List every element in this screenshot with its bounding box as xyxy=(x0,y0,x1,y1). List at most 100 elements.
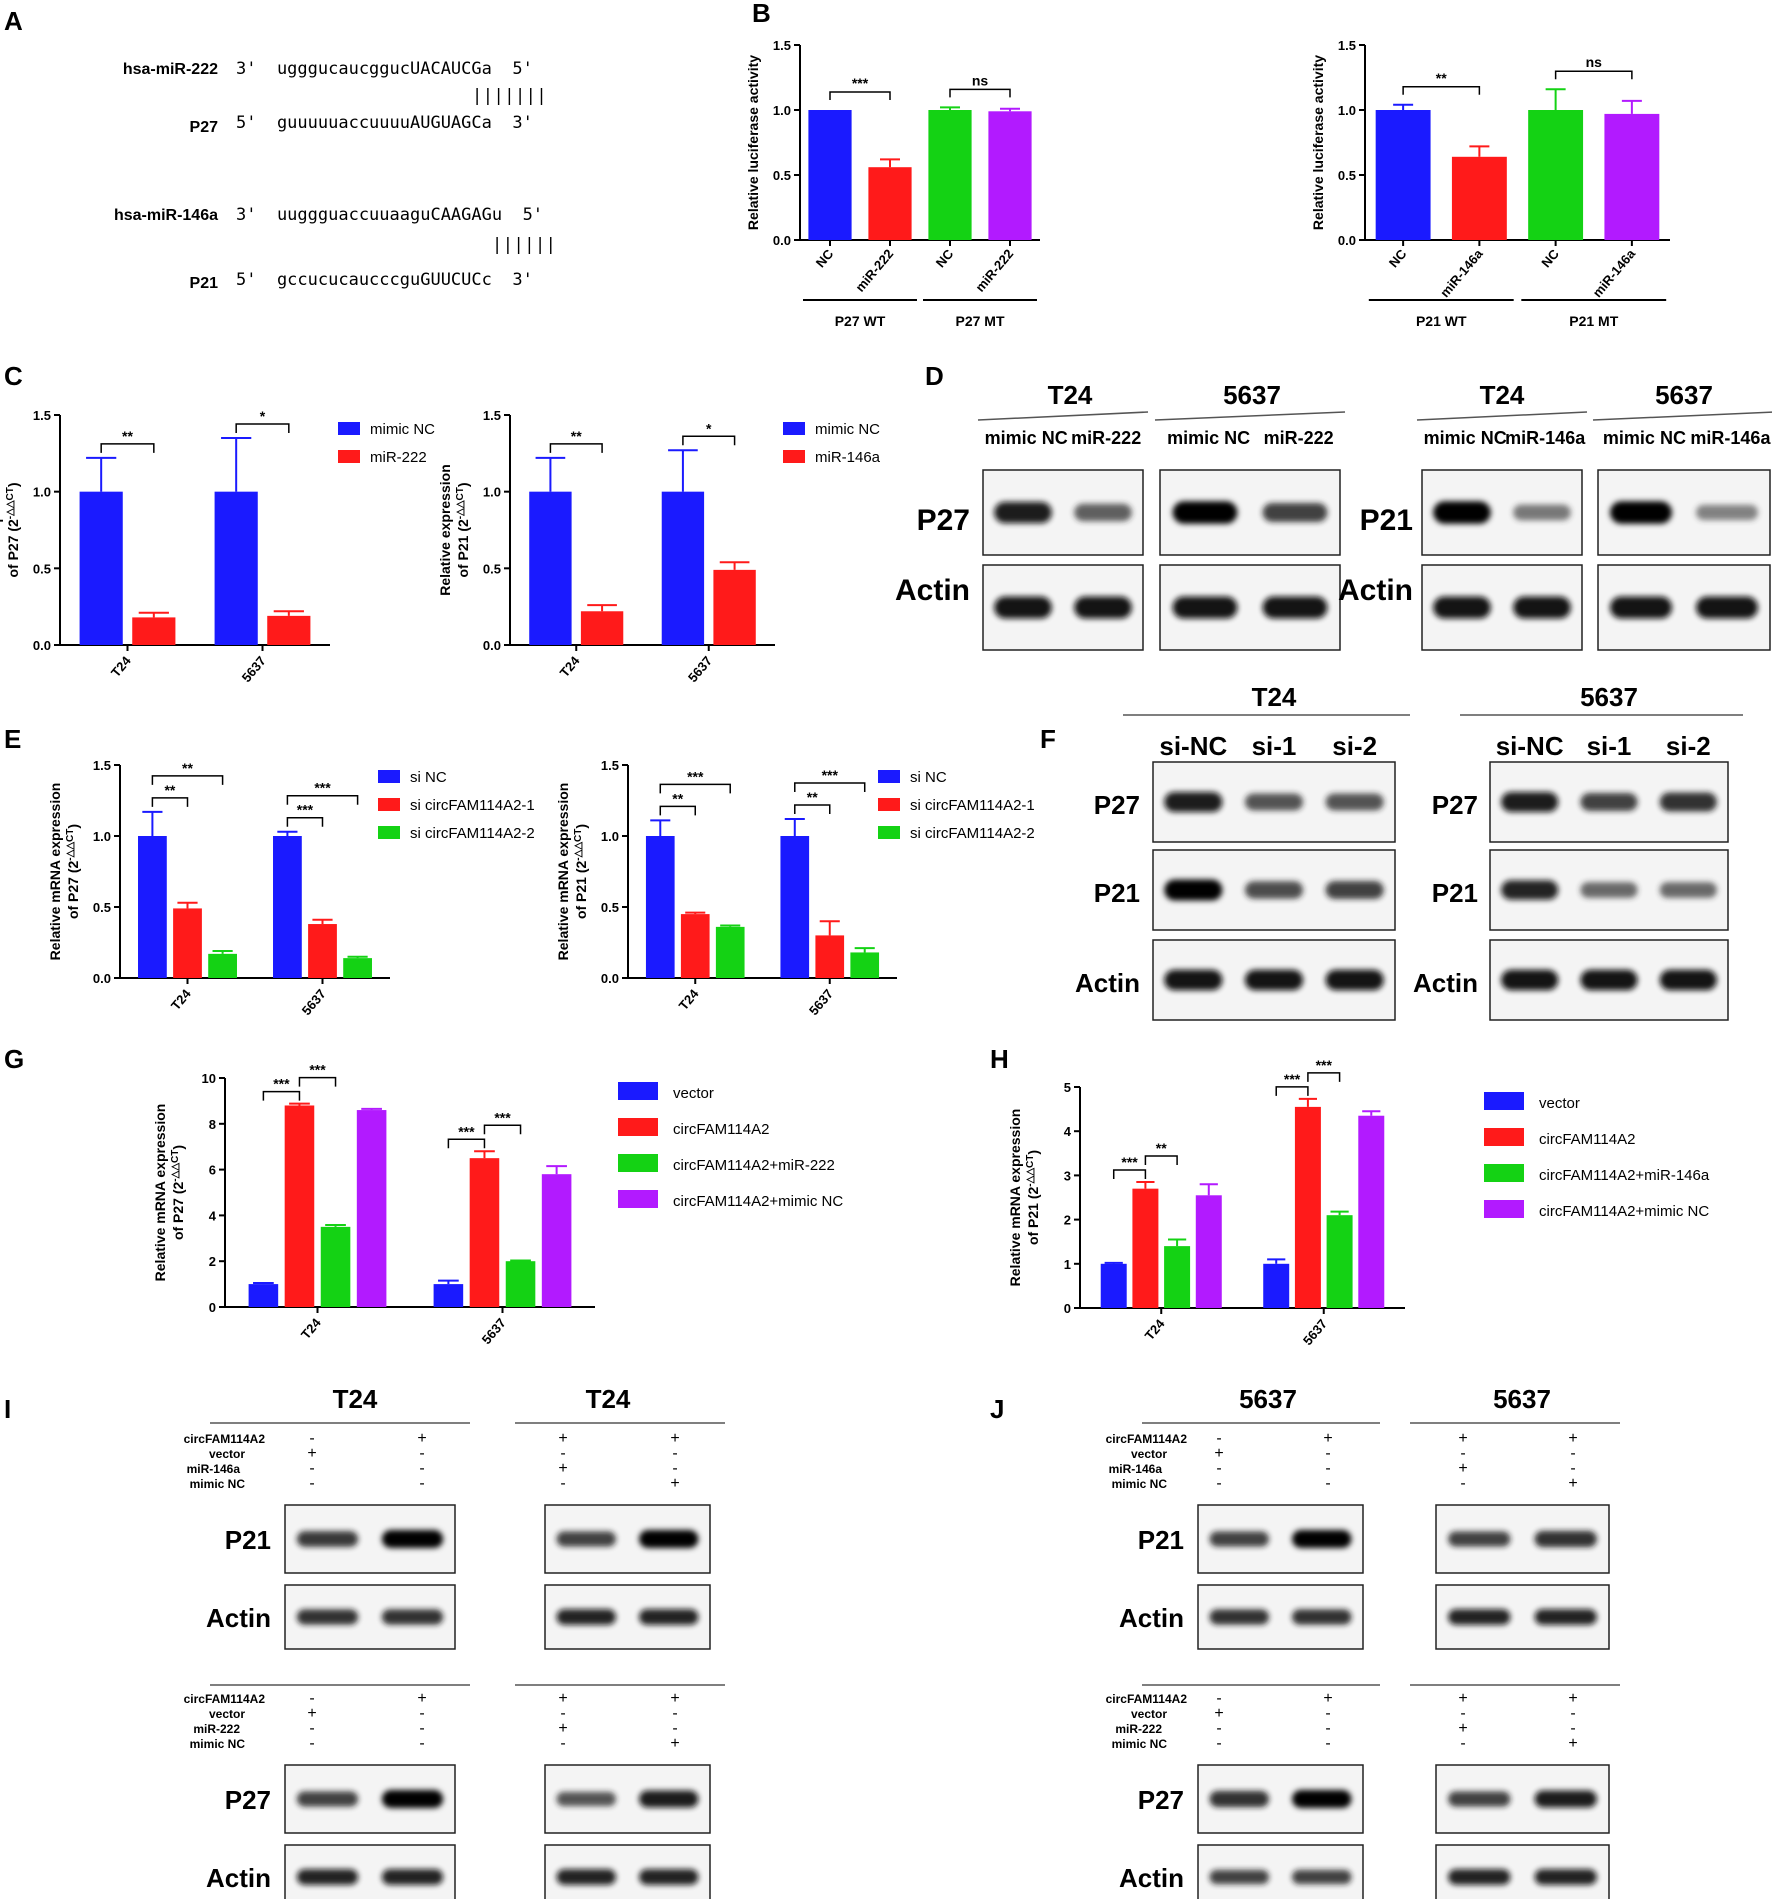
legend-label: circFAM114A2+mimic NC xyxy=(1539,1203,1709,1220)
bar xyxy=(988,111,1032,240)
y-axis-label: of P27 (2-△△CT) xyxy=(5,482,22,577)
significance-bracket xyxy=(286,794,359,805)
blot-band xyxy=(381,1869,444,1885)
group-label: P27 WT xyxy=(835,313,886,329)
condition-sign: - xyxy=(419,1735,424,1752)
legend-label: miR-146a xyxy=(815,449,881,466)
bar xyxy=(1358,1115,1385,1308)
condition-sign: - xyxy=(1570,1460,1575,1477)
row-label: P27 xyxy=(225,1785,271,1815)
condition-sign: - xyxy=(1216,1460,1221,1477)
blot-f-1: 5637 si-NC si-1 si-2 P27 P21 Actin xyxy=(1413,682,1743,1021)
condition-label: circFAM114A2 xyxy=(1106,1432,1188,1446)
significance-bracket xyxy=(1402,86,1481,95)
legend-label: circFAM114A2+mimic NC xyxy=(673,1193,843,1210)
blot-band xyxy=(1244,969,1304,991)
legend-label: si circFAM114A2-2 xyxy=(910,825,1035,842)
condition-sign: - xyxy=(1325,1720,1330,1737)
panel-label-g: G xyxy=(4,1044,24,1074)
bar xyxy=(780,836,810,978)
bar xyxy=(132,617,176,645)
significance-bracket xyxy=(682,435,736,446)
blot-band xyxy=(381,1530,444,1548)
condition-sign: - xyxy=(672,1445,677,1462)
y-tick-label: 0.5 xyxy=(483,561,501,576)
significance-bracket xyxy=(235,423,290,433)
blot-target xyxy=(284,1764,456,1834)
y-tick-label: 0.5 xyxy=(33,561,51,576)
x-tick-label: T24 xyxy=(168,986,194,1013)
lane-label: si-1 xyxy=(1587,731,1632,761)
condition-sign: - xyxy=(1570,1445,1575,1462)
y-axis-label: of P21 (2-△△CT) xyxy=(573,824,590,919)
x-tick-label: NC xyxy=(1386,246,1410,270)
blot-row xyxy=(1152,761,1396,843)
bar xyxy=(580,611,624,645)
significance-label: ** xyxy=(182,760,193,776)
blot-band xyxy=(1513,504,1571,521)
significance-label: *** xyxy=(852,75,869,91)
significance-bracket xyxy=(286,816,324,827)
y-tick-label: 0 xyxy=(1064,1301,1071,1316)
significance-bracket xyxy=(1554,70,1633,80)
blot-band xyxy=(296,1791,359,1807)
blot-band xyxy=(1292,1790,1352,1808)
row-label: Actin xyxy=(1119,1863,1184,1893)
cell-line-header: T24 xyxy=(1252,682,1297,712)
x-tick-label: T24 xyxy=(676,986,702,1013)
blot-band xyxy=(1262,502,1328,523)
blot-band xyxy=(639,1790,699,1808)
condition-sign: - xyxy=(1570,1720,1575,1737)
condition-label: vector xyxy=(1131,1707,1167,1721)
condition-sign: + xyxy=(1323,1430,1332,1447)
condition-sign: - xyxy=(1325,1445,1330,1462)
x-tick-label: 5637 xyxy=(299,986,329,1018)
bar xyxy=(661,491,705,645)
panel-a-sequences: hsa-miR-222 3' ugggucaucggucUACAUCGa 5' … xyxy=(114,59,556,292)
blot-target xyxy=(1197,1764,1364,1834)
row-label: P27 xyxy=(1138,1785,1184,1815)
condition-sign: + xyxy=(1214,1705,1223,1722)
x-tick-label: 5637 xyxy=(685,653,715,685)
condition-label: miR-222 xyxy=(193,1722,240,1736)
cell-line-header: 5637 xyxy=(1580,682,1638,712)
header-line xyxy=(1154,411,1346,421)
blot-band xyxy=(1659,882,1717,898)
bar xyxy=(284,1105,315,1307)
y-tick-label: 3 xyxy=(1064,1168,1071,1183)
condition-sign: + xyxy=(670,1430,679,1447)
y-axis-label: Relative mRNA expression xyxy=(152,1104,168,1282)
condition-sign: + xyxy=(558,1690,567,1707)
blot-band xyxy=(1501,791,1559,813)
blot-band xyxy=(296,1869,359,1885)
significance-label: ns xyxy=(1586,54,1603,70)
condition-sign: - xyxy=(1570,1705,1575,1722)
condition-label: mimic NC xyxy=(190,1737,246,1751)
y-tick-label: 0.0 xyxy=(33,638,51,653)
blot-band xyxy=(1580,969,1638,991)
significance-bracket xyxy=(483,1124,522,1135)
condition-sign: + xyxy=(1323,1690,1332,1707)
chart-g: 0 2 4 6 8 10 Relative mRNA expression of P27 (2… xyxy=(152,1062,843,1347)
header-line xyxy=(977,411,1149,421)
y-tick-label: 0.0 xyxy=(483,638,501,653)
condition-label: circFAM114A2 xyxy=(184,1432,266,1446)
significance-bracket xyxy=(151,775,224,785)
condition-sign: - xyxy=(1460,1705,1465,1722)
blot-band xyxy=(1659,969,1717,991)
chart-c2: 0.0 0.5 1.0 1.5 Relative expression of P21 (2… xyxy=(437,408,881,685)
condition-label: miR-146a xyxy=(1109,1462,1163,1476)
blot-band xyxy=(639,1869,699,1885)
blot-target xyxy=(1435,1764,1610,1834)
condition-sign: + xyxy=(307,1445,316,1462)
bar xyxy=(1528,110,1584,240)
condition-sign: + xyxy=(1568,1475,1577,1492)
group-label: P21 MT xyxy=(1569,313,1618,329)
row-label: P27 xyxy=(917,504,970,537)
target-sequence: 5' gccucucaucccguGUUCUCc 3' xyxy=(236,270,533,290)
bar xyxy=(138,836,167,978)
legend-swatch xyxy=(878,770,900,783)
row-label: Actin xyxy=(1119,1603,1184,1633)
